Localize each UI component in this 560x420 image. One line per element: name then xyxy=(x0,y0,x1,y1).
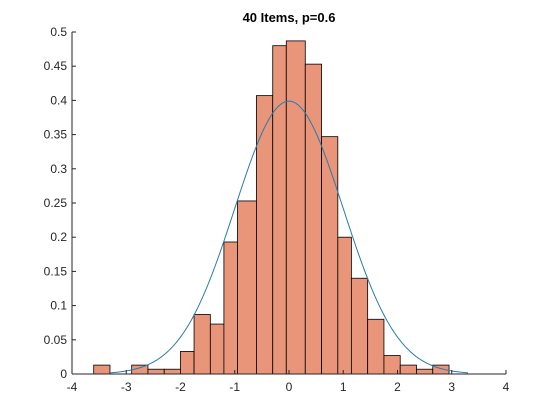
x-tick-label: -4 xyxy=(67,380,78,394)
histogram-bar xyxy=(399,364,417,375)
y-tick-label: 0.1 xyxy=(50,299,67,313)
histogram-bar xyxy=(321,136,339,375)
x-tick-label: -2 xyxy=(175,380,186,394)
histogram-bar xyxy=(337,236,352,375)
histogram-bar xyxy=(416,368,434,375)
y-tick-label: 0.15 xyxy=(44,264,68,278)
histogram-bar xyxy=(163,368,181,375)
x-tick-label: -3 xyxy=(121,380,132,394)
histogram-bar xyxy=(93,364,111,375)
histogram-bar xyxy=(237,200,257,375)
y-tick-label: 0.3 xyxy=(50,162,67,176)
y-tick-label: 0 xyxy=(60,367,67,381)
y-tick-label: 0.05 xyxy=(44,333,68,347)
y-tick-label: 0.5 xyxy=(50,25,67,39)
x-axis-ticks: -4 -3 -2 -1 0 1 2 3 4 xyxy=(67,370,510,394)
normal-pdf-curve xyxy=(109,100,469,374)
histogram-bar xyxy=(272,45,287,375)
x-tick-label: -1 xyxy=(229,380,240,394)
x-tick-label: 0 xyxy=(286,380,293,394)
chart-title: 40 Items, p=0.6 xyxy=(243,10,336,25)
histogram-bar xyxy=(350,277,369,375)
y-tick-label: 0.25 xyxy=(44,196,68,210)
y-tick-label: 0.45 xyxy=(44,59,68,73)
histogram-bar xyxy=(223,241,238,375)
histogram-bar xyxy=(209,323,225,375)
histogram-bar xyxy=(367,318,385,375)
x-tick-label: 2 xyxy=(394,380,401,394)
y-tick-label: 0.4 xyxy=(50,93,67,107)
histogram-bar xyxy=(256,95,274,375)
histogram-bars xyxy=(93,40,450,375)
y-axis-ticks: 0 0.05 0.1 0.15 0.2 0.25 0.3 0.35 0.4 0.45 0.5 xyxy=(44,25,76,381)
histogram-bar xyxy=(147,368,165,375)
histogram-bar xyxy=(285,40,306,375)
x-tick-label: 1 xyxy=(340,380,347,394)
y-tick-label: 0.2 xyxy=(50,230,67,244)
x-tick-label: 4 xyxy=(503,380,510,394)
x-tick-label: 3 xyxy=(448,380,455,394)
y-tick-label: 0.35 xyxy=(44,128,68,142)
histogram-bar xyxy=(180,351,195,375)
histogram-bar xyxy=(304,63,322,375)
histogram-bar xyxy=(193,314,211,375)
